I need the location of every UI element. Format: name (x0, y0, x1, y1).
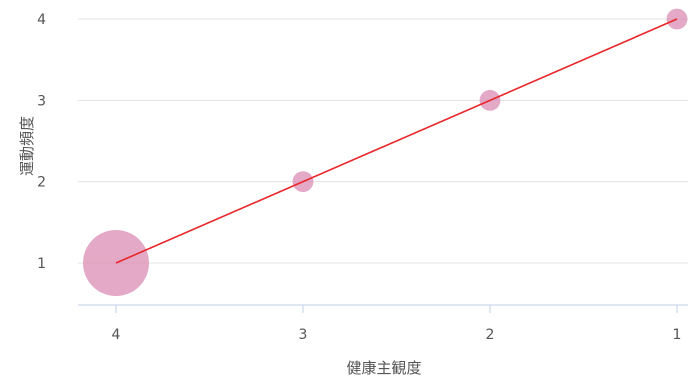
axis-layer: 1 2 3 4 4 3 2 1 (37, 12, 688, 343)
y-tick-label: 4 (37, 12, 46, 28)
grid-layer (78, 18, 688, 264)
x-tick-label: 1 (673, 327, 682, 343)
x-tick-label: 2 (486, 327, 495, 343)
y-tick-label: 3 (37, 93, 46, 109)
y-tick-label: 1 (37, 256, 46, 272)
trend-line (115, 18, 678, 264)
x-tick-label: 3 (299, 327, 308, 343)
point-layer (83, 8, 688, 296)
y-axis-title: 運動頻度 (18, 116, 36, 176)
y-tick-label: 2 (37, 175, 46, 191)
x-axis-title: 健康主観度 (346, 359, 421, 376)
x-tick-label: 4 (112, 327, 121, 343)
